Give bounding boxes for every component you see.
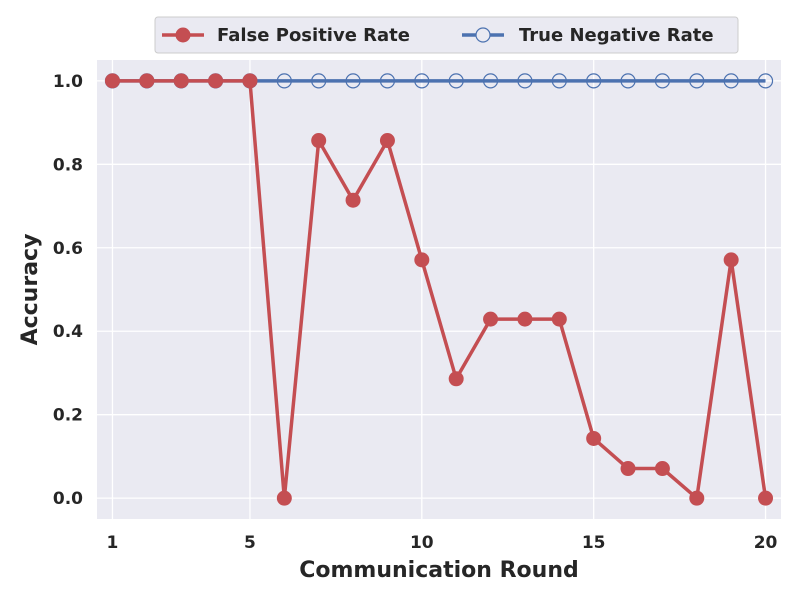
data-point — [311, 133, 327, 149]
data-point — [379, 133, 395, 149]
y-tick-labels: 0.0 0.2 0.4 0.6 0.8 1.0 — [53, 72, 83, 509]
y-axis-title: Accuracy — [18, 234, 43, 346]
data-point — [448, 371, 464, 387]
data-point — [723, 252, 739, 268]
plot-area — [97, 60, 781, 519]
x-tick-labels: 1 5 10 15 20 — [107, 533, 778, 553]
data-point — [139, 73, 155, 89]
x-axis-title: Communication Round — [299, 558, 578, 583]
x-tick-label: 20 — [754, 533, 778, 553]
data-point — [483, 311, 499, 327]
data-point — [345, 73, 361, 89]
data-point — [723, 73, 739, 89]
y-tick-label: 0.6 — [53, 239, 83, 259]
data-point — [689, 490, 705, 506]
legend-marker-true-negative-rate — [475, 27, 491, 43]
legend-label-false-positive-rate: False Positive Rate — [217, 25, 410, 46]
legend-box — [154, 16, 739, 54]
data-point — [517, 73, 533, 89]
data-point — [757, 73, 774, 89]
data-point — [448, 73, 464, 89]
data-point — [311, 73, 327, 89]
x-tick-label: 15 — [582, 533, 606, 553]
y-tick-label: 0.0 — [53, 489, 83, 509]
data-point — [276, 73, 292, 89]
series-false-positive-rate — [104, 73, 774, 506]
data-point — [654, 73, 671, 89]
legend-marker-false-positive-rate — [175, 27, 191, 43]
data-point — [551, 73, 567, 89]
data-point — [173, 73, 189, 89]
data-point — [379, 73, 396, 89]
x-tick-label: 5 — [244, 533, 256, 553]
series-layer — [104, 73, 774, 506]
data-point — [482, 73, 499, 89]
y-tick-label: 0.2 — [53, 406, 83, 426]
data-point — [689, 73, 705, 89]
y-tick-label: 0.4 — [53, 322, 83, 342]
data-point — [414, 73, 430, 89]
data-point — [104, 73, 120, 89]
data-point — [414, 252, 430, 268]
data-point — [517, 311, 533, 327]
data-point — [208, 73, 224, 89]
data-point — [242, 73, 258, 89]
data-point — [586, 73, 602, 89]
x-tick-label: 10 — [410, 533, 434, 553]
x-tick-label: 1 — [107, 533, 119, 553]
data-point — [586, 430, 602, 446]
data-point — [345, 192, 361, 208]
data-point — [551, 311, 567, 327]
data-point — [620, 461, 636, 477]
y-tick-label: 1.0 — [53, 72, 83, 92]
data-point — [654, 461, 670, 477]
data-point — [758, 490, 774, 506]
data-point — [276, 490, 292, 506]
legend-label-true-negative-rate: True Negative Rate — [519, 25, 714, 46]
data-point — [620, 73, 636, 89]
legend: False Positive Rate True Negative Rate — [154, 16, 739, 54]
y-tick-label: 0.8 — [53, 155, 83, 175]
